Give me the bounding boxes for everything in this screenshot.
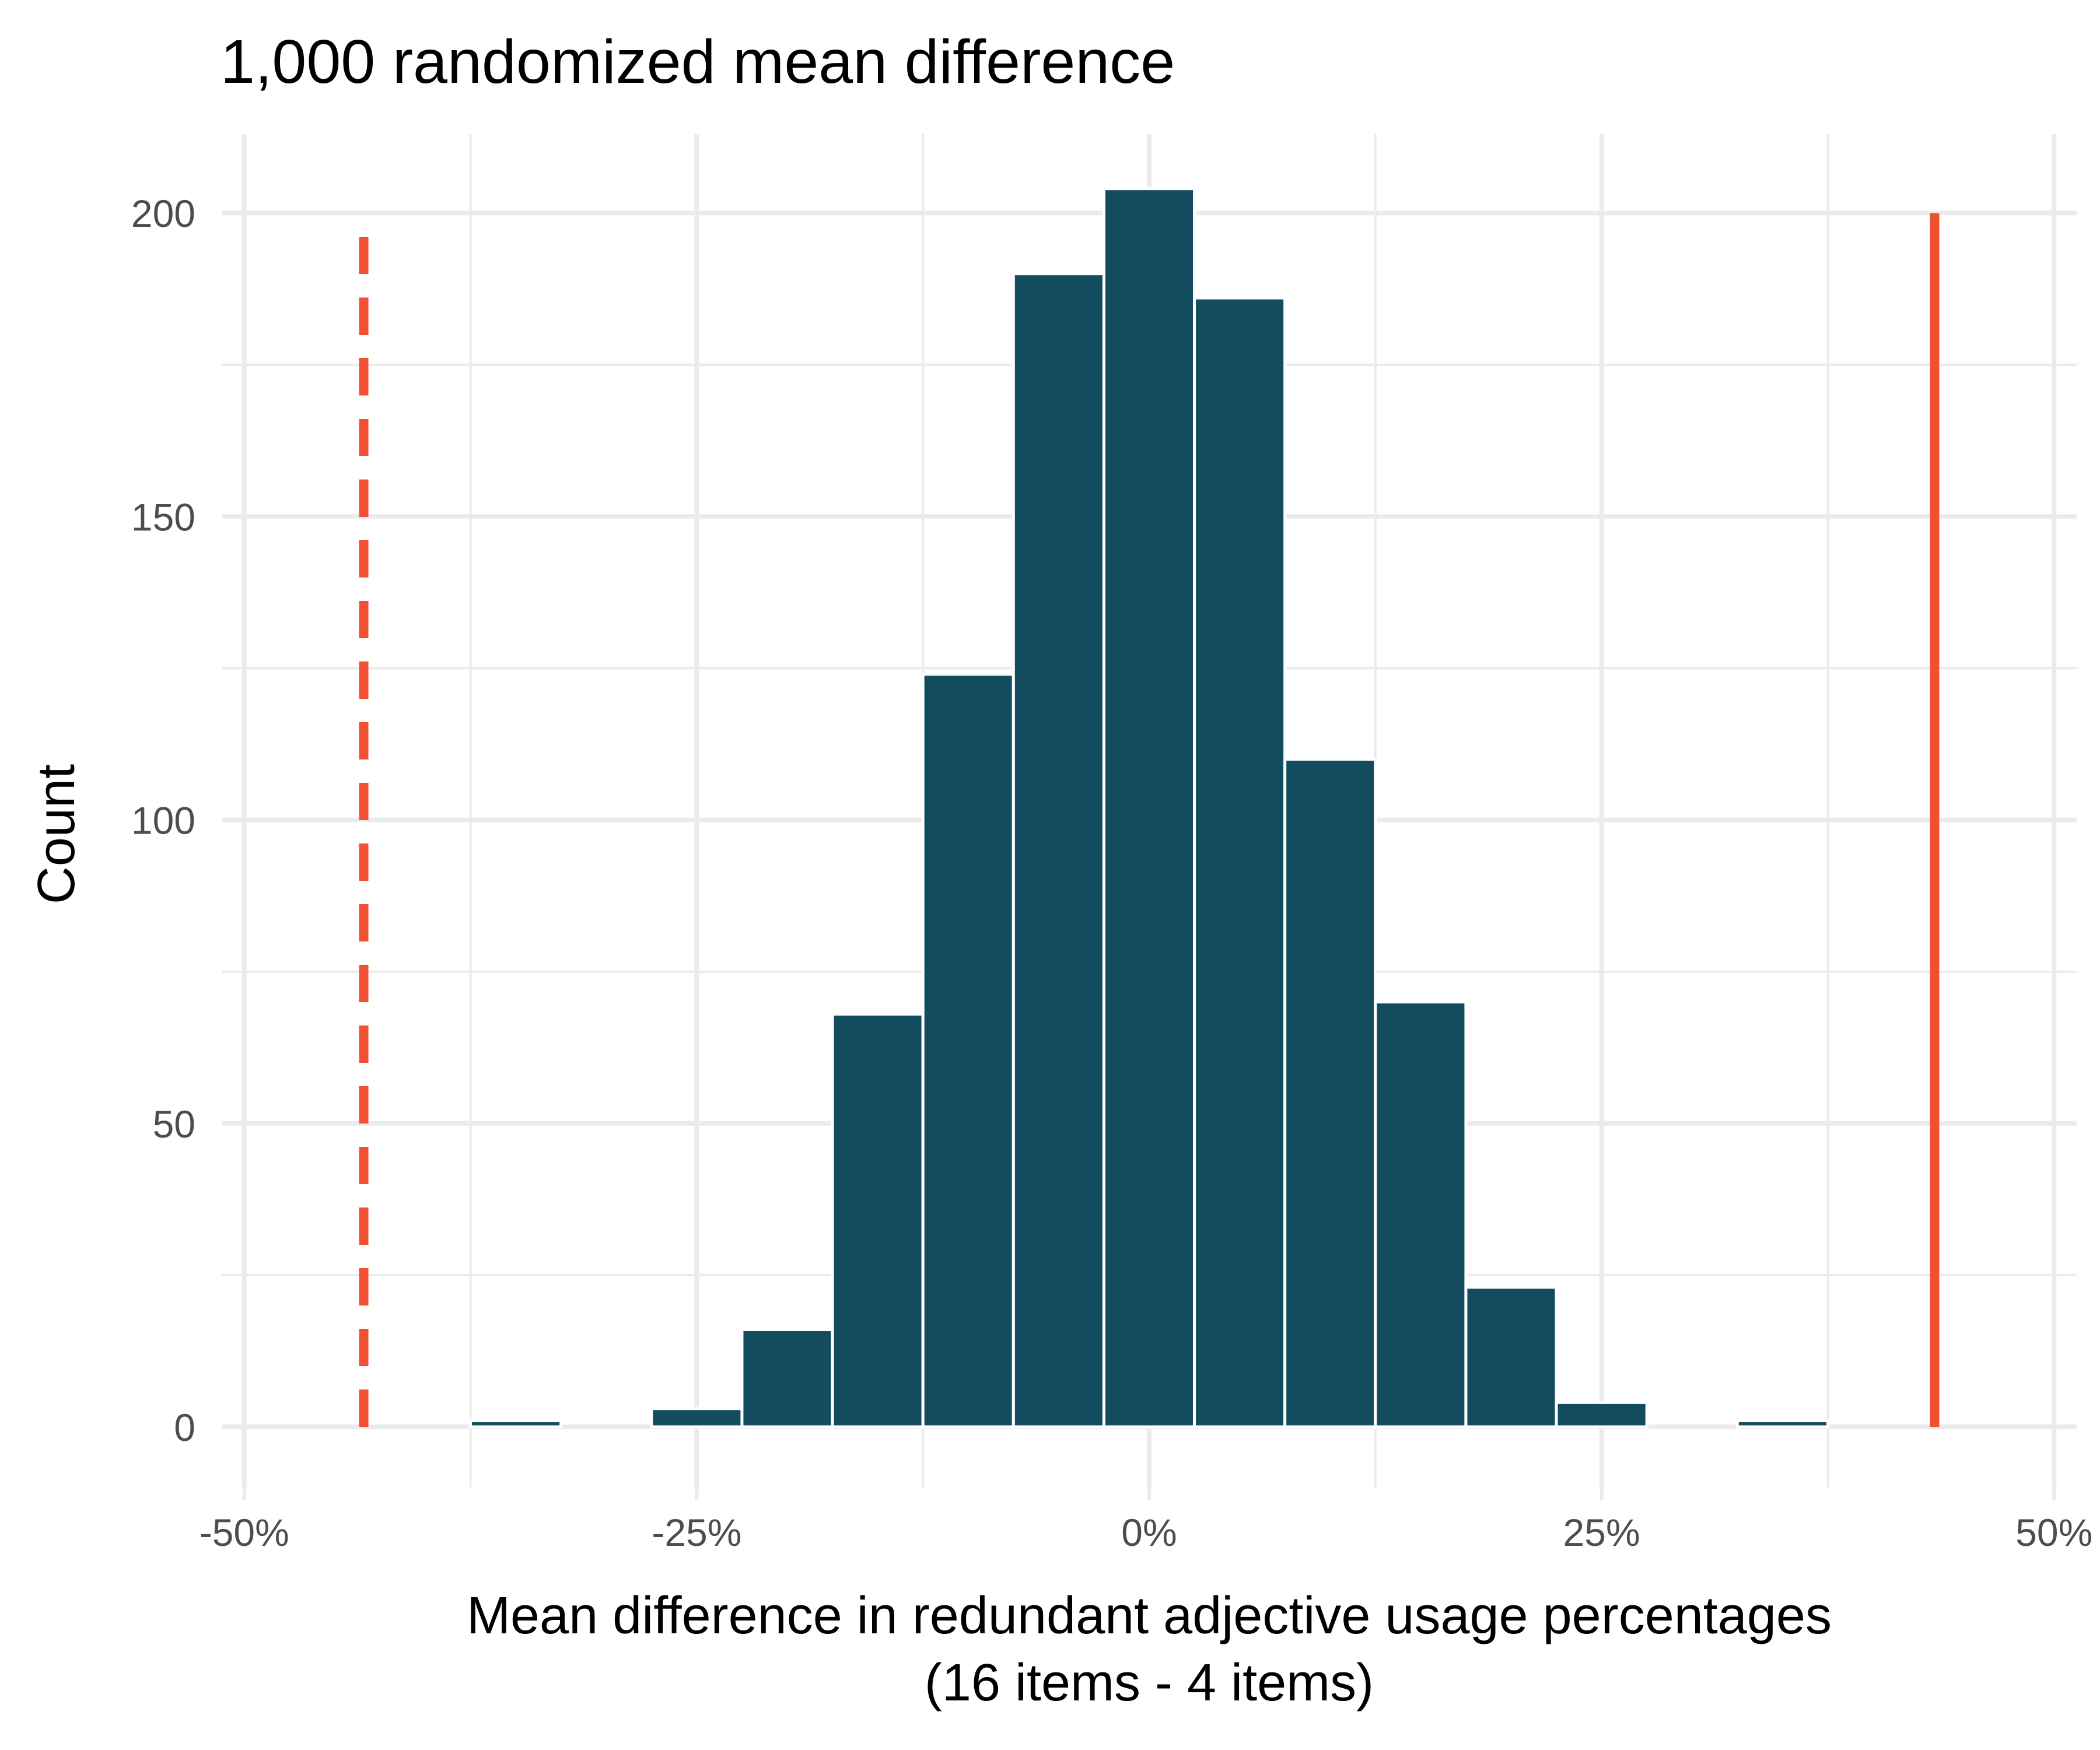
histogram-bar <box>831 1013 925 1429</box>
x-tick-label: 25% <box>1563 1511 1640 1554</box>
histogram-bar <box>1012 272 1105 1429</box>
histogram-bar <box>921 673 1015 1429</box>
histogram-bar <box>650 1407 744 1429</box>
x-tick-label: 0% <box>1121 1511 1177 1554</box>
histogram-bar <box>1374 1000 1468 1429</box>
y-axis-title: Count <box>27 764 86 904</box>
y-tick-label: 200 <box>131 192 195 235</box>
histogram-bar <box>1193 296 1287 1429</box>
chart-title: 1,000 randomized mean difference <box>220 27 1175 96</box>
x-tick-label: -50% <box>200 1511 289 1554</box>
x-axis-title: Mean difference in redundant adjective u… <box>467 1587 1832 1645</box>
y-tick-labels: 0 50 100 150 200 <box>131 192 195 1449</box>
x-tick-label: 50% <box>2015 1511 2092 1554</box>
histogram-bar <box>1735 1419 1829 1429</box>
y-tick-label: 100 <box>131 799 195 842</box>
y-tick-label: 150 <box>131 495 195 538</box>
y-tick-label: 0 <box>174 1406 195 1449</box>
histogram-bar <box>1555 1401 1648 1429</box>
reference-lines-layer <box>359 213 1940 1427</box>
x-axis-title-line2: (16 items - 4 items) <box>925 1654 1374 1712</box>
histogram-bar <box>1464 1286 1558 1429</box>
y-tick-label: 50 <box>153 1102 195 1146</box>
histogram-bar <box>469 1419 563 1429</box>
histogram-bar <box>1102 187 1196 1429</box>
bars-layer <box>469 187 1829 1429</box>
x-tick-labels: -50% -25% 0% 25% 50% <box>200 1488 2092 1554</box>
x-tick-label: -25% <box>652 1511 741 1554</box>
histogram-bar <box>1283 758 1377 1429</box>
histogram-bar <box>740 1328 834 1429</box>
